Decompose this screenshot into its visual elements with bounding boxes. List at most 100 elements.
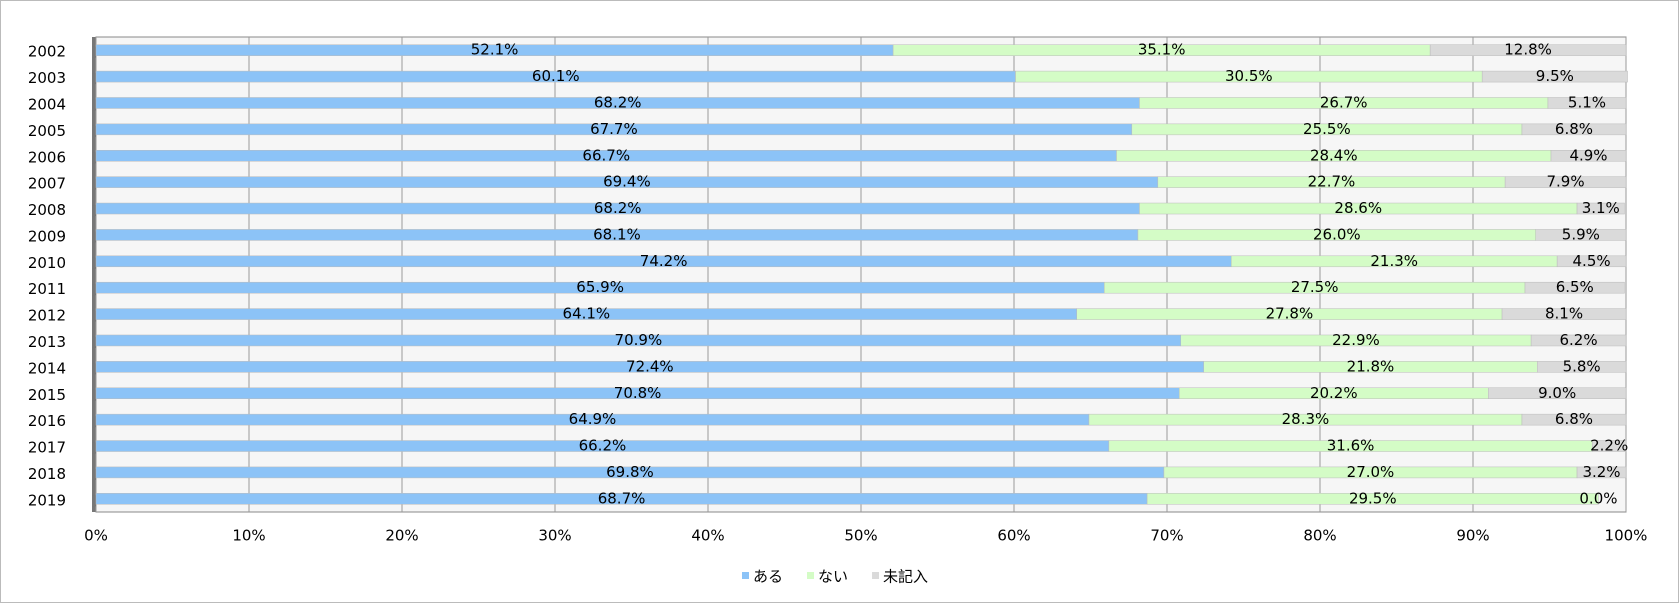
data-label: 68.2%: [594, 199, 642, 217]
legend-label: ある: [753, 568, 783, 586]
data-label: 5.1%: [1568, 93, 1606, 111]
bar-side: [92, 363, 96, 375]
bar-segment: [1592, 440, 1627, 452]
data-label: 6.8%: [1555, 410, 1593, 428]
bar-side: [92, 99, 96, 111]
bar-side: [92, 178, 96, 190]
bar-side: [92, 46, 96, 58]
y-tick-label: 2012: [28, 307, 66, 325]
data-label: 9.5%: [1536, 67, 1574, 85]
x-tick-label: 50%: [844, 527, 877, 545]
y-tick-label: 2017: [28, 439, 66, 457]
data-label: 22.7%: [1308, 173, 1356, 191]
bar-segment: [1530, 334, 1627, 347]
data-label: 27.8%: [1266, 305, 1314, 323]
data-label: 4.5%: [1573, 252, 1611, 270]
data-label: 4.9%: [1569, 146, 1607, 164]
data-label: 2.2%: [1590, 437, 1628, 455]
x-tick-label: 80%: [1303, 527, 1336, 545]
data-label: 66.7%: [582, 146, 630, 164]
bar-segment: [1524, 281, 1625, 294]
data-label: 30.5%: [1225, 67, 1273, 85]
bar-side: [92, 336, 96, 348]
legend-label: ない: [818, 568, 848, 586]
data-label: 3.2%: [1582, 463, 1620, 481]
bar-segment: [1429, 44, 1627, 56]
data-label: 29.5%: [1349, 489, 1397, 507]
data-label: 26.7%: [1320, 93, 1368, 111]
data-label: 5.8%: [1563, 357, 1601, 375]
data-label: 67.7%: [590, 120, 638, 138]
x-tick-label: 70%: [1150, 527, 1183, 545]
data-label: 70.9%: [615, 331, 663, 349]
y-tick-label: 2014: [28, 359, 66, 377]
bar-side: [92, 125, 96, 137]
y-tick-label: 2009: [28, 227, 66, 245]
plot-wall: [92, 37, 96, 512]
x-tick-label: 60%: [997, 527, 1030, 545]
data-label: 64.1%: [563, 305, 611, 323]
bar-segment: [1535, 229, 1627, 241]
bar-segment: [1481, 70, 1628, 83]
data-label: 12.8%: [1504, 41, 1552, 59]
bar-segment: [1550, 150, 1627, 162]
data-label: 28.3%: [1282, 410, 1330, 428]
data-label: 8.1%: [1545, 305, 1583, 323]
data-label: 27.0%: [1347, 463, 1395, 481]
x-tick-label: 10%: [232, 527, 265, 545]
data-label: 72.4%: [626, 357, 674, 375]
data-label: 6.8%: [1555, 120, 1593, 138]
legend-swatch: [742, 572, 749, 579]
y-tick-label: 2006: [28, 148, 66, 166]
bar-segment: [1504, 176, 1627, 188]
y-tick-label: 2003: [28, 69, 66, 87]
y-tick-label: 2008: [28, 201, 66, 219]
x-tick-label: 0%: [84, 527, 108, 545]
data-label: 74.2%: [640, 252, 688, 270]
data-label: 0.0%: [1579, 489, 1617, 507]
y-tick-label: 2019: [28, 491, 66, 509]
bar-segment: [1488, 387, 1627, 399]
bar-segment: [1576, 466, 1627, 479]
bar-side: [92, 416, 96, 428]
data-label: 69.4%: [603, 173, 651, 191]
legend-swatch: [872, 572, 880, 579]
data-label: 68.1%: [593, 225, 641, 243]
data-label: 68.2%: [594, 93, 642, 111]
data-label: 28.6%: [1334, 199, 1382, 217]
data-label: 6.5%: [1556, 278, 1594, 296]
y-tick-label: 2016: [28, 412, 66, 430]
bar-side: [92, 205, 96, 217]
data-label: 69.8%: [606, 463, 654, 481]
data-label: 35.1%: [1138, 41, 1186, 59]
x-tick-label: 90%: [1456, 527, 1489, 545]
y-tick-label: 2002: [28, 43, 66, 61]
x-tick-label: 30%: [538, 527, 571, 545]
legend-swatch: [807, 572, 815, 579]
data-label: 7.9%: [1547, 173, 1585, 191]
y-tick-label: 2010: [28, 254, 66, 272]
data-label: 64.9%: [569, 410, 617, 428]
data-label: 52.1%: [471, 41, 519, 59]
y-tick-label: 2015: [28, 386, 66, 404]
bar-segment: [1537, 361, 1627, 373]
y-tick-label: 2005: [28, 122, 66, 140]
bar-segment: [1556, 255, 1627, 268]
bar-segment: [1576, 202, 1625, 215]
data-label: 3.1%: [1582, 199, 1620, 217]
y-tick-label: 2011: [28, 280, 66, 298]
y-tick-label: 2004: [28, 95, 66, 113]
data-label: 65.9%: [576, 278, 624, 296]
bar-side: [92, 284, 96, 296]
bar-side: [92, 257, 96, 269]
bar-side: [92, 442, 96, 454]
data-label: 68.7%: [598, 489, 646, 507]
data-label: 70.8%: [614, 384, 662, 402]
x-tick-label: 100%: [1605, 527, 1648, 545]
data-label: 26.0%: [1313, 225, 1361, 243]
data-label: 60.1%: [532, 67, 580, 85]
data-label: 9.0%: [1538, 384, 1576, 402]
bar-side: [92, 310, 96, 322]
data-label: 5.9%: [1562, 225, 1600, 243]
